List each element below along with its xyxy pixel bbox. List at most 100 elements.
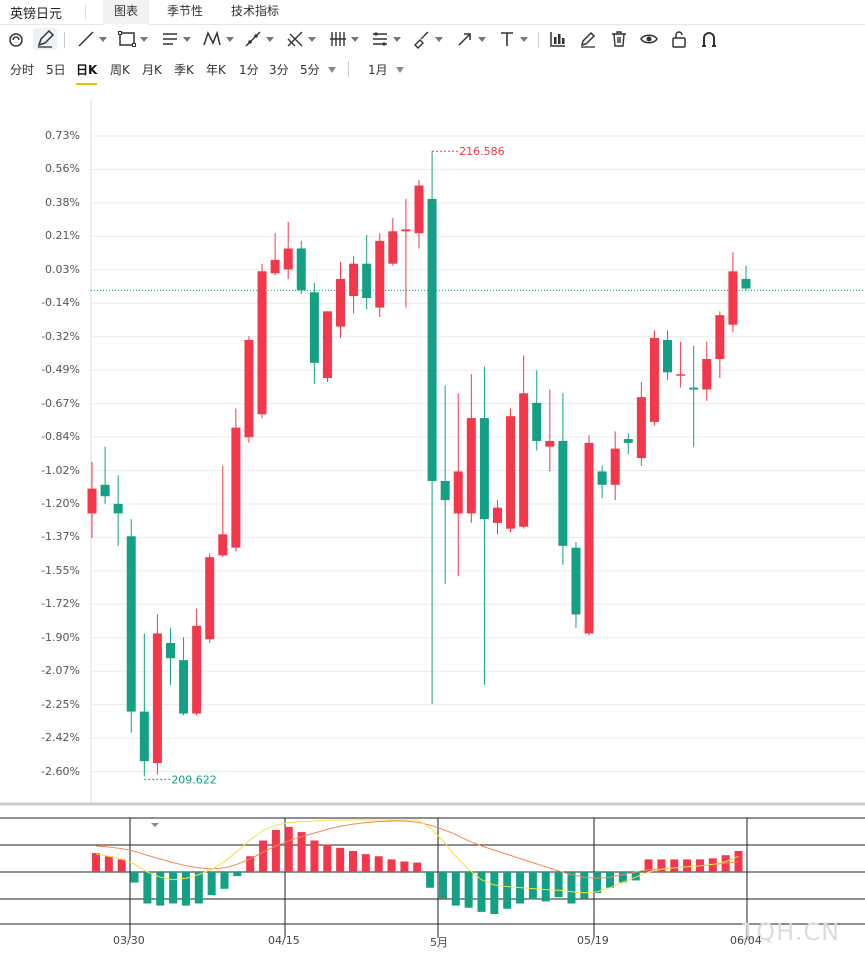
pattern-icon[interactable] [201,28,234,50]
candle-body [715,315,725,359]
macd-bar [657,859,666,872]
period-5min[interactable]: 5分 [300,63,320,77]
macd-bar [683,859,692,872]
x-tick-label: 04/15 [268,934,300,947]
top-bar: 英镑日元 图表 季节性 技术指标 [0,0,865,26]
y-tick-label: 0.21% [45,229,80,243]
period-more-chevron-icon[interactable] [328,67,336,73]
edit-icon[interactable] [578,28,598,50]
candle-body [152,633,162,764]
candle-body [636,397,646,459]
macd-bar [246,856,255,872]
pencil-icon[interactable] [33,28,57,50]
y-tick-label: -1.20% [41,496,80,510]
macd-settings-chevron-icon [151,823,159,827]
line-icon[interactable] [76,28,107,50]
trash-icon[interactable] [609,28,629,50]
macd-bar [580,872,589,899]
arrow-icon[interactable] [455,28,486,50]
magnet-u-icon[interactable] [699,28,719,50]
period-quarterly[interactable]: 季K [174,63,194,77]
period-intraday[interactable]: 分时 [10,63,35,77]
macd-bar [413,862,422,872]
candle-body [113,503,123,514]
brush-icon[interactable] [412,28,443,50]
candle-body [532,402,542,441]
macd-bar [361,854,370,872]
y-tick-label: -0.84% [41,430,80,444]
macd-bar [554,872,563,898]
parallel-lines-icon[interactable] [160,28,191,50]
macd-bar [349,851,357,872]
tab-chart[interactable]: 图表 [103,0,149,26]
magnet-icon[interactable] [6,28,26,50]
macd-bar [477,872,486,912]
fork-icon[interactable] [285,28,316,50]
candle-body [375,240,385,308]
channel-icon[interactable] [370,28,401,50]
period-monthly[interactable]: 月K [142,63,162,77]
annotations: 216.586 209.622 [144,145,505,786]
range-select[interactable]: 1月 [368,63,388,77]
macd-bar [618,872,627,883]
candle-body [702,359,712,390]
y-tick-label: -1.55% [41,563,80,577]
macd-bar [117,859,126,872]
macd-bar [426,872,435,888]
y-tick-label: -0.14% [41,296,80,310]
text-icon[interactable] [497,28,528,50]
candle-body [165,642,175,659]
candle-body [362,263,372,299]
candle-body [728,271,738,325]
period-5d[interactable]: 5日 [46,63,66,77]
period-daily[interactable]: 日K [76,61,98,85]
candle-body [257,271,267,415]
period-1min[interactable]: 1分 [239,63,259,77]
candle-body [296,248,306,291]
candle-body [87,488,97,514]
lock-icon[interactable] [669,28,689,50]
macd-bar [194,872,203,904]
candle-body [283,248,293,270]
candle-body [623,439,633,443]
chart-type-icon[interactable] [548,28,568,50]
candle-body [492,507,502,523]
macd-bar [567,872,576,904]
y-tick-label: 0.03% [45,262,80,276]
macd-bar [593,872,602,893]
macd-bar [438,872,447,899]
fibonacci-icon[interactable] [328,28,359,50]
x-tick-label: 05/19 [577,934,609,947]
candle-body [558,440,568,546]
ray-icon[interactable] [243,28,274,50]
candle-body [597,471,607,485]
candle-body [440,480,450,501]
candle-body [270,259,280,274]
eye-icon[interactable] [639,28,659,50]
candle-body [388,231,398,264]
rectangle-icon[interactable] [117,28,148,50]
y-tick-label: 0.38% [45,195,80,209]
macd-panel [0,817,865,938]
x-tick-label: 5月 [430,936,448,949]
macd-bar [143,872,152,904]
macd-bar [631,872,640,881]
tab-seasonality[interactable]: 季节性 [166,4,203,18]
candle-body [139,711,149,762]
range-chevron-icon[interactable] [396,67,404,73]
macd-bar [181,872,190,906]
candle-body [179,660,189,714]
macd-bar [130,872,139,883]
period-yearly[interactable]: 年K [206,63,226,77]
period-selector: 分时 5日 日K 周K 月K 季K 年K 1分 3分 5分 1月 [0,57,865,85]
tab-technical-indicators[interactable]: 技术指标 [230,4,279,18]
candle-body [414,185,424,234]
period-3min[interactable]: 3分 [269,63,289,77]
period-weekly[interactable]: 周K [110,63,130,77]
macd-bar [259,840,268,872]
macd-bar [670,859,679,872]
candle-body [689,387,699,390]
y-tick-label: -1.02% [41,463,80,477]
candle-body [479,418,489,520]
